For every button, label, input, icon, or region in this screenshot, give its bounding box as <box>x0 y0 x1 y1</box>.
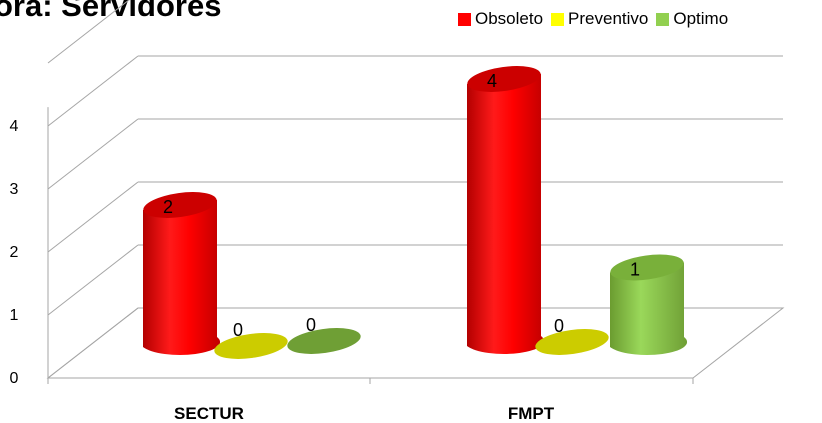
data-label: 1 <box>630 260 640 280</box>
data-label: 0 <box>554 316 564 336</box>
bar <box>287 328 361 354</box>
legend-item-preventivo: Preventivo <box>551 9 648 29</box>
bar <box>143 192 221 355</box>
chart-title: ora: Servidores <box>0 0 222 23</box>
data-label: 4 <box>487 71 497 91</box>
bar <box>610 254 688 355</box>
bar-top <box>214 333 288 359</box>
bar-top <box>143 192 217 218</box>
legend-item-obsoleto: Obsoleto <box>458 9 543 29</box>
legend: Obsoleto Preventivo Optimo <box>458 9 736 29</box>
gridline-diagonal <box>47 0 130 64</box>
gridline-diagonal <box>47 118 139 190</box>
legend-swatch-obsoleto <box>458 12 471 26</box>
y-tick-label: 3 <box>10 181 19 198</box>
legend-swatch-optimo <box>656 12 670 26</box>
bar <box>467 66 545 354</box>
data-labels: 2 0 0 4 0 1 <box>163 71 640 340</box>
floor <box>46 307 785 379</box>
legend-item-optimo: Optimo <box>656 9 728 29</box>
y-tick-label: 4 <box>10 118 19 135</box>
bar-body <box>610 262 688 355</box>
gridline-diagonal <box>47 55 139 127</box>
y-tick-label: 2 <box>10 244 19 261</box>
data-label: 2 <box>163 197 173 217</box>
bar-body <box>467 74 545 354</box>
y-tick-label: 1 <box>10 307 19 324</box>
data-label: 0 <box>233 320 243 340</box>
category-label: SECTUR <box>174 404 244 423</box>
bars <box>143 66 688 359</box>
category-label: FMPT <box>508 404 555 423</box>
legend-label-preventivo: Preventivo <box>568 9 649 28</box>
gridline-diagonal <box>47 244 139 316</box>
y-tick-label: 0 <box>10 370 19 387</box>
bar-top <box>467 66 541 92</box>
bar-top <box>610 254 684 281</box>
axes: 0 1 2 3 4 SECTUR FMPT <box>10 107 785 423</box>
bar-top <box>287 328 361 354</box>
bar <box>535 329 609 355</box>
gridline-diagonal <box>47 181 139 253</box>
data-label: 0 <box>306 315 316 335</box>
legend-label-obsoleto: Obsoleto <box>475 9 544 28</box>
bar-top <box>535 329 609 355</box>
legend-label-optimo: Optimo <box>673 9 729 28</box>
bar-body <box>143 200 221 355</box>
legend-swatch-preventivo <box>551 12 565 26</box>
bar <box>214 333 288 359</box>
